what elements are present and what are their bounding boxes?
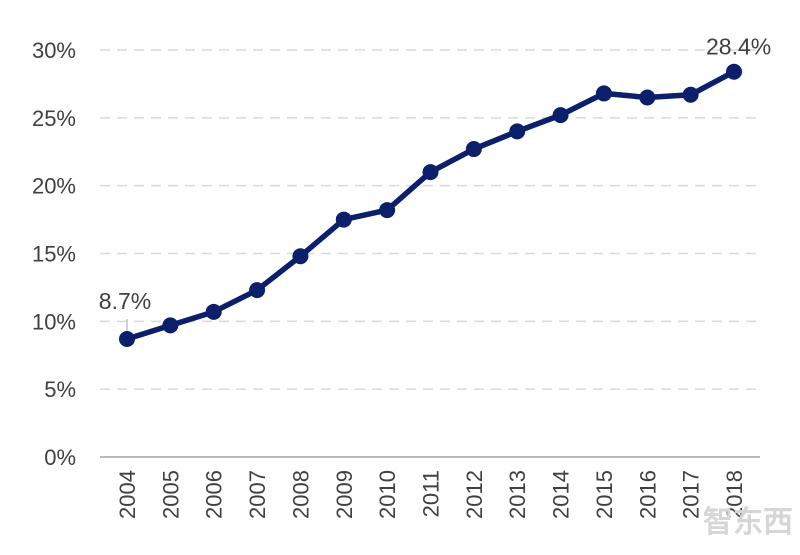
data-point — [335, 211, 352, 228]
data-point — [726, 63, 742, 80]
series-share — [119, 63, 742, 347]
data-point — [422, 164, 439, 181]
x-tick-label: 2010 — [375, 470, 400, 519]
x-axis-tick-labels: 2004 2005 2006 2007 2008 2009 2010 2011 2012 2013… — [115, 470, 747, 519]
x-tick-label: 2006 — [202, 470, 227, 519]
x-tick-label: 2005 — [158, 470, 183, 519]
data-label: 8.7% — [99, 288, 151, 314]
data-label: 28.4% — [706, 34, 771, 60]
data-point — [552, 107, 569, 124]
x-tick-label: 2017 — [679, 470, 704, 519]
data-point — [595, 85, 612, 102]
data-labels: 8.7% 28.4% — [99, 34, 771, 331]
y-tick-label: 20% — [32, 174, 76, 199]
x-tick-label: 2011 — [419, 470, 444, 517]
x-tick-label: 2018 — [722, 470, 747, 519]
watermark-logo: 智东西 — [703, 505, 793, 540]
x-tick-label: 2014 — [549, 470, 574, 519]
data-point — [249, 282, 266, 299]
y-tick-label: 10% — [32, 309, 76, 334]
data-point — [682, 86, 699, 103]
y-tick-label: 0% — [44, 445, 76, 470]
data-point — [205, 303, 222, 320]
x-tick-label: 2009 — [332, 470, 357, 519]
data-point — [639, 89, 656, 106]
y-tick-label: 5% — [44, 377, 76, 402]
data-point — [509, 123, 526, 140]
data-point — [379, 202, 396, 219]
y-tick-label: 15% — [32, 242, 76, 267]
x-tick-label: 2012 — [462, 470, 487, 519]
gridlines — [100, 49, 760, 390]
x-tick-label: 2015 — [592, 470, 617, 519]
y-tick-label: 25% — [32, 106, 76, 131]
data-point — [292, 248, 309, 265]
x-tick-label: 2016 — [635, 470, 660, 519]
data-point — [465, 141, 482, 158]
x-tick-label: 2008 — [288, 470, 313, 519]
y-tick-label: 30% — [32, 38, 76, 63]
series-line — [124, 68, 737, 342]
data-point — [162, 317, 179, 334]
data-point — [119, 330, 135, 347]
x-tick-label: 2007 — [245, 470, 270, 519]
x-tick-label: 2004 — [115, 470, 140, 519]
y-axis-tick-labels: 0% 5% 10% 15% 20% 25% 30% — [32, 38, 76, 470]
x-tick-label: 2013 — [505, 470, 530, 519]
